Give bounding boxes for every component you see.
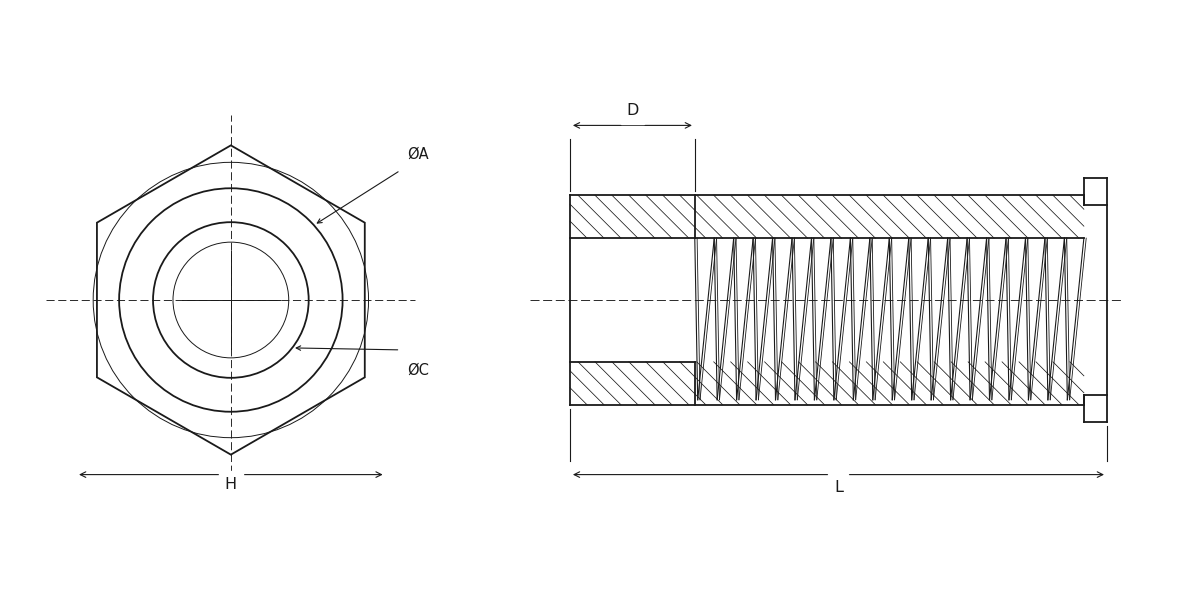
Text: ØA: ØA [408, 146, 430, 161]
Text: ØC: ØC [408, 363, 430, 378]
Text: H: H [224, 476, 236, 491]
Text: D: D [626, 103, 638, 118]
Text: L: L [834, 479, 842, 494]
